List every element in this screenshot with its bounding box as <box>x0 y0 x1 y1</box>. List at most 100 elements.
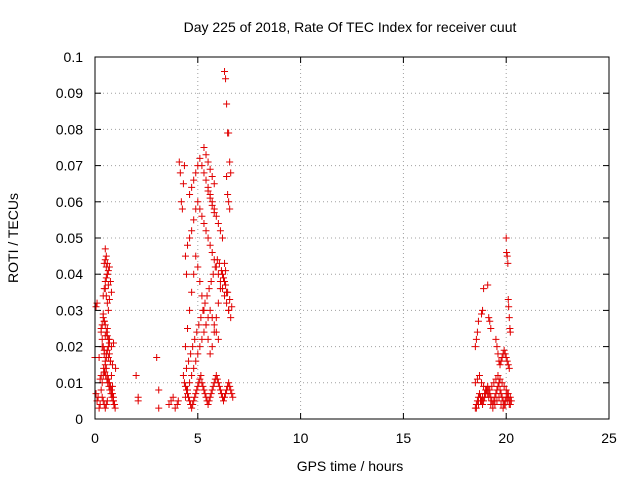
scatter-point <box>209 382 217 390</box>
scatter-point <box>214 299 222 307</box>
scatter-point <box>190 216 198 224</box>
scatter-point <box>226 158 234 166</box>
scatter-point <box>102 263 110 271</box>
chart-title: Day 225 of 2018, Rate Of TEC Index for r… <box>184 19 517 35</box>
scatter-point <box>204 187 212 195</box>
scatter-point <box>473 328 481 336</box>
scatter-point <box>173 401 181 409</box>
scatter-point <box>502 386 510 394</box>
scatter-point <box>95 404 103 412</box>
scatter-point <box>192 252 200 260</box>
scatter-point <box>197 372 205 380</box>
scatter-point <box>225 129 233 137</box>
scatter-point <box>471 379 479 387</box>
scatter-point <box>212 212 220 220</box>
scatter-point <box>101 404 109 412</box>
scatter-point <box>101 332 109 340</box>
scatter-point <box>197 314 205 322</box>
scatter-point <box>471 343 479 351</box>
scatter-point <box>479 393 487 401</box>
scatter-point <box>222 267 230 275</box>
y-tick-label: 0.07 <box>56 158 83 174</box>
scatter-point <box>201 299 209 307</box>
scatter-point <box>182 270 190 278</box>
scatter-point <box>103 270 111 278</box>
scatter-point <box>478 379 486 387</box>
scatter-point <box>225 198 233 206</box>
scatter-point <box>475 372 483 380</box>
scatter-point <box>98 393 106 401</box>
scatter-point <box>229 393 237 401</box>
scatter-point <box>110 401 118 409</box>
scatter-point <box>104 267 112 275</box>
scatter-point <box>198 335 206 343</box>
scatter-point <box>103 375 111 383</box>
scatter-point <box>210 256 218 264</box>
scatter-point <box>98 321 106 329</box>
scatter-point <box>228 390 236 398</box>
scatter-point <box>187 350 195 358</box>
scatter-point <box>222 281 230 289</box>
scatter-point <box>102 401 110 409</box>
scatter-point <box>500 382 508 390</box>
scatter-point <box>210 321 218 329</box>
scatter-point <box>226 296 234 304</box>
scatter-point <box>96 375 104 383</box>
scatter-point <box>499 404 507 412</box>
scatter-point <box>479 306 487 314</box>
scatter-point <box>178 205 186 213</box>
scatter-point <box>110 339 118 347</box>
scatter-point <box>190 397 198 405</box>
scatter-point <box>220 397 227 405</box>
scatter-point <box>493 397 501 405</box>
scatter-point <box>224 288 232 296</box>
scatter-point <box>188 288 196 296</box>
scatter-point <box>494 372 502 380</box>
scatter-point <box>504 296 512 304</box>
scatter-point <box>194 198 202 206</box>
scatter-point <box>226 205 234 213</box>
scatter-point <box>208 314 216 322</box>
scatter-point <box>216 227 224 235</box>
scatter-point <box>189 401 197 409</box>
y-tick-label: 0.01 <box>56 375 83 391</box>
scatter-point <box>103 299 111 307</box>
scatter-point <box>218 285 226 293</box>
scatter-point <box>502 353 510 361</box>
scatter-point <box>188 183 196 191</box>
scatter-point <box>206 350 214 358</box>
scatter-point <box>98 335 106 343</box>
scatter-point <box>226 382 234 390</box>
scatter-point <box>206 165 214 173</box>
scatter-point <box>101 368 109 376</box>
scatter-point <box>192 390 200 398</box>
scatter-point <box>185 357 193 365</box>
x-tick-label: 25 <box>601 430 617 446</box>
scatter-point <box>196 277 204 285</box>
scatter-point <box>132 372 140 380</box>
scatter-point <box>474 401 482 409</box>
scatter-point <box>223 100 231 108</box>
scatter-point <box>207 390 215 398</box>
scatter-point <box>155 404 163 412</box>
scatter-point <box>194 350 202 358</box>
scatter-point <box>186 191 194 199</box>
scatter-point <box>206 393 214 401</box>
scatter-point <box>214 335 222 343</box>
scatter-point <box>97 386 105 394</box>
scatter-point <box>186 379 194 387</box>
scatter-point <box>496 361 504 369</box>
scatter-point <box>106 277 114 285</box>
scatter-point <box>495 393 503 401</box>
scatter-point <box>104 281 112 289</box>
scatter-point <box>474 317 482 325</box>
scatter-point <box>186 306 194 314</box>
scatter-point <box>198 212 206 220</box>
scatter-point <box>180 162 188 170</box>
scatter-point <box>103 259 111 267</box>
scatter-point <box>175 158 183 166</box>
scatter-point <box>108 393 116 401</box>
x-axis-label: GPS time / hours <box>297 458 404 474</box>
scatter-point <box>212 328 220 336</box>
scatter-point <box>184 386 192 394</box>
